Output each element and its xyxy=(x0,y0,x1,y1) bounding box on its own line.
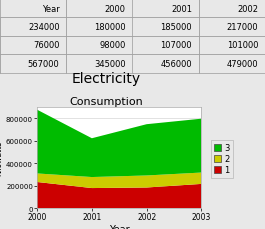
Text: Electricity: Electricity xyxy=(72,72,140,86)
X-axis label: Year: Year xyxy=(109,224,130,229)
Y-axis label: Kilowatts: Kilowatts xyxy=(0,140,3,176)
Text: Consumption: Consumption xyxy=(69,97,143,107)
Legend: 3, 2, 1: 3, 2, 1 xyxy=(211,140,233,178)
